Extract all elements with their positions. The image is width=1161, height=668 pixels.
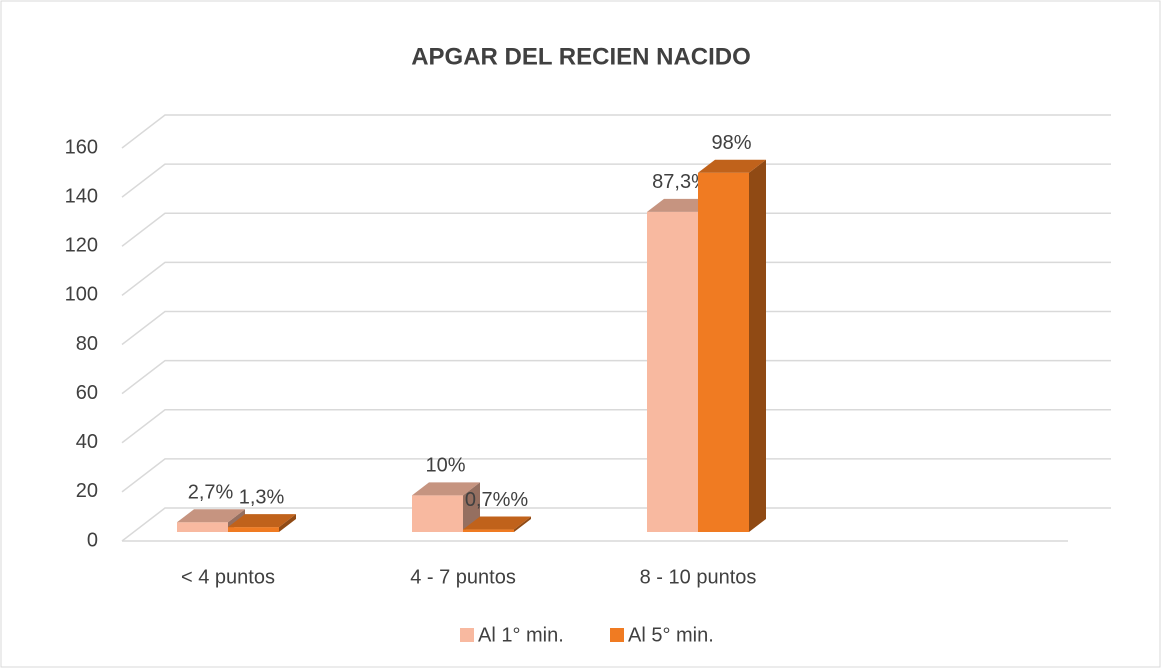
y-tick-label: 100 xyxy=(65,284,98,306)
bar-face xyxy=(279,514,296,532)
data-label: 0,7%% xyxy=(465,489,529,511)
bar-face xyxy=(463,516,531,530)
data-label: 10% xyxy=(425,455,465,477)
bar-face xyxy=(749,159,766,533)
bar xyxy=(412,482,480,532)
data-label: 2,7% xyxy=(188,482,234,504)
grid-line xyxy=(121,163,1111,198)
legend-swatch xyxy=(460,628,474,642)
bar-face xyxy=(647,211,698,532)
grid-line xyxy=(121,507,1111,542)
chart-title: APGAR DEL RECIEN NACIDO xyxy=(411,43,751,70)
y-tick-label: 0 xyxy=(87,529,98,551)
grid-line xyxy=(121,359,1111,395)
bar-face xyxy=(228,514,296,528)
y-tick-label: 60 xyxy=(76,382,98,404)
x-tick-label: < 4 puntos xyxy=(181,566,275,588)
bar-face xyxy=(463,529,514,532)
bar-face xyxy=(412,495,463,532)
x-tick-label: 4 - 7 puntos xyxy=(410,566,516,588)
bar-face xyxy=(228,527,279,532)
grid-line xyxy=(121,310,1111,346)
legend-swatch xyxy=(610,628,624,642)
bar-face xyxy=(463,482,480,532)
data-label: 1,3% xyxy=(239,486,285,508)
bar xyxy=(463,516,531,532)
y-tick-label: 140 xyxy=(65,185,98,207)
grid-line xyxy=(121,212,1111,247)
y-tick-label: 160 xyxy=(65,136,98,158)
legend-label: Al 1° min. xyxy=(478,624,564,646)
y-tick-label: 40 xyxy=(76,431,98,453)
y-tick-label: 120 xyxy=(65,235,98,257)
grid-line xyxy=(121,458,1111,493)
bar xyxy=(228,514,296,532)
bar-face xyxy=(412,482,480,496)
bar-face xyxy=(698,172,749,533)
bar xyxy=(698,159,766,533)
legend-label: Al 5° min. xyxy=(628,624,714,646)
bar-face xyxy=(177,509,245,523)
data-label: 98% xyxy=(711,132,751,154)
grid-line xyxy=(121,261,1111,296)
bar-face xyxy=(514,516,531,532)
y-tick-label: 80 xyxy=(76,333,98,355)
data-label: 87,3% xyxy=(652,171,709,193)
y-tick-label: 20 xyxy=(76,480,98,502)
x-tick-label: 8 - 10 puntos xyxy=(640,566,757,588)
bar-face xyxy=(177,522,228,532)
grid-line xyxy=(121,409,1111,444)
grid-line xyxy=(121,114,1111,149)
bar-face xyxy=(698,159,766,173)
